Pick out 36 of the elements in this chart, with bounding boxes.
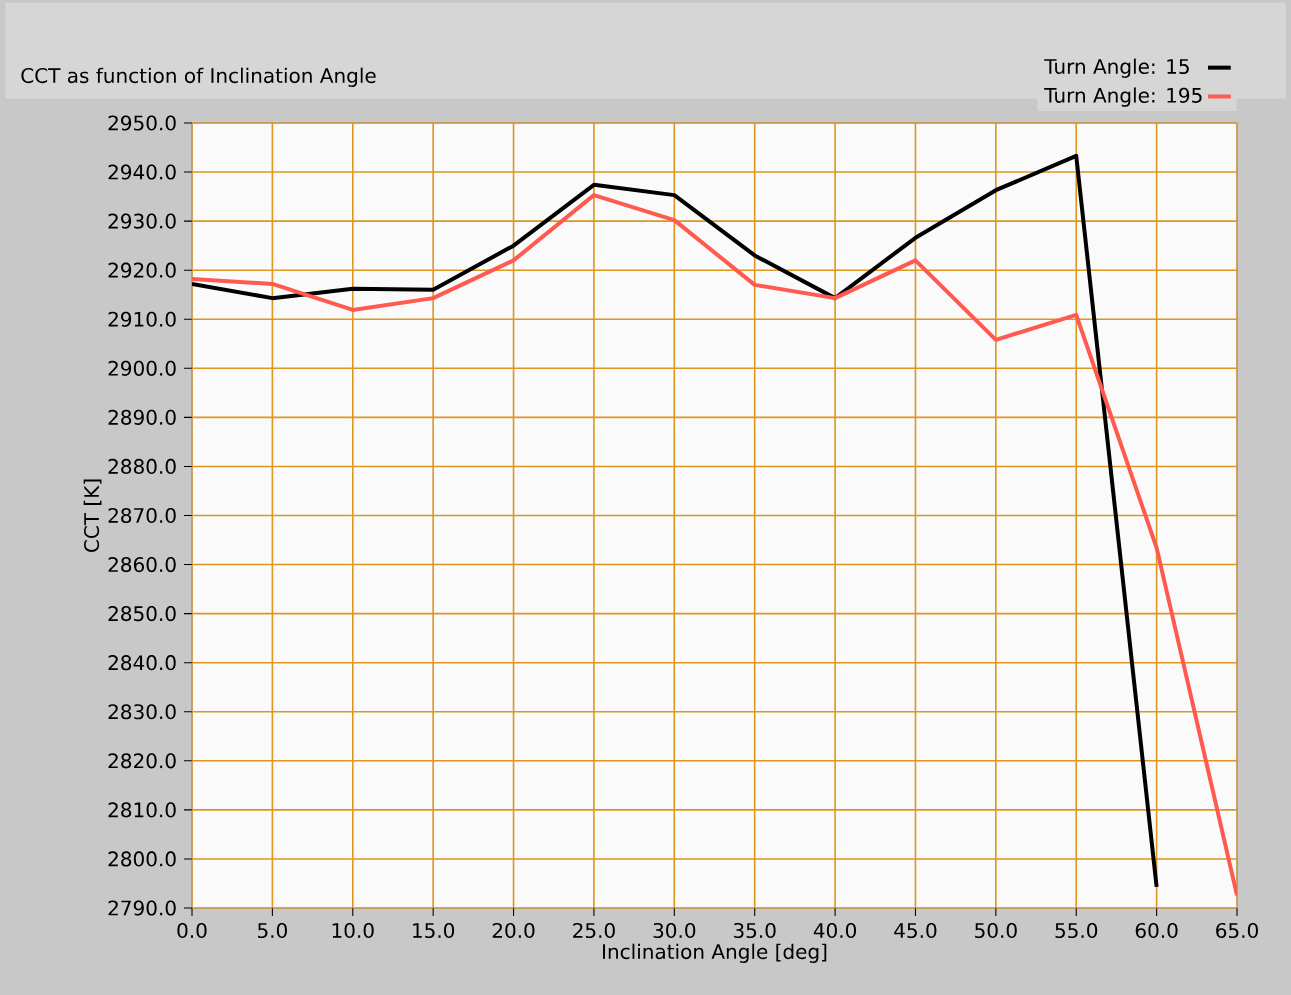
legend-label: Turn Angle: 15	[1044, 58, 1189, 78]
x-tick-label: 40.0	[813, 922, 857, 939]
y-tick-label: 2860.0	[108, 556, 176, 573]
chart-title: CCT as function of Inclination Angle	[21, 67, 376, 87]
y-tick-label: 2840.0	[108, 655, 176, 671]
x-tick-label: 15.0	[413, 922, 455, 939]
y-tick-label: 2830.0	[108, 704, 176, 720]
y-tick-label: 2810.0	[108, 802, 176, 818]
y-tick-label: 2850.0	[108, 606, 176, 622]
x-tick-label: 65.0	[1216, 922, 1258, 939]
y-tick-label: 2870.0	[108, 507, 176, 524]
x-tick-label: 10.0	[332, 922, 374, 939]
y-tick-label: 2930.0	[108, 213, 176, 229]
y-tick-label: 2900.0	[108, 360, 176, 376]
y-tick-label: 2910.0	[108, 311, 176, 327]
y-tick-label: 2890.0	[108, 409, 176, 425]
x-tick-label: 60.0	[1135, 922, 1178, 939]
legend-label: Turn Angle: 195	[1044, 87, 1202, 107]
x-tick-label: 20.0	[492, 922, 535, 939]
y-tick-label: 2880.0	[108, 458, 176, 474]
x-tick-label: 5.0	[258, 922, 287, 939]
x-tick-label: 30.0	[653, 922, 696, 939]
x-tick-label: 35.0	[733, 922, 776, 939]
x-tick-label: 45.0	[894, 922, 937, 939]
y-tick-label: 2920.0	[108, 262, 176, 278]
x-tick-label: 50.0	[975, 922, 1017, 939]
y-tick-label: 2790.0	[108, 900, 176, 916]
x-axis-title: Inclination Angle [deg]	[603, 943, 827, 964]
y-tick-label: 2950.0	[108, 115, 176, 131]
y-tick-label: 2820.0	[108, 753, 176, 769]
y-tick-label: 2940.0	[108, 164, 176, 180]
x-tick-label: 55.0	[1055, 922, 1098, 939]
x-tick-label: 0.0	[177, 922, 207, 939]
y-axis-title: CCT [K]	[83, 479, 102, 552]
x-tick-label: 25.0	[573, 922, 615, 939]
y-tick-label: 2800.0	[108, 851, 176, 867]
